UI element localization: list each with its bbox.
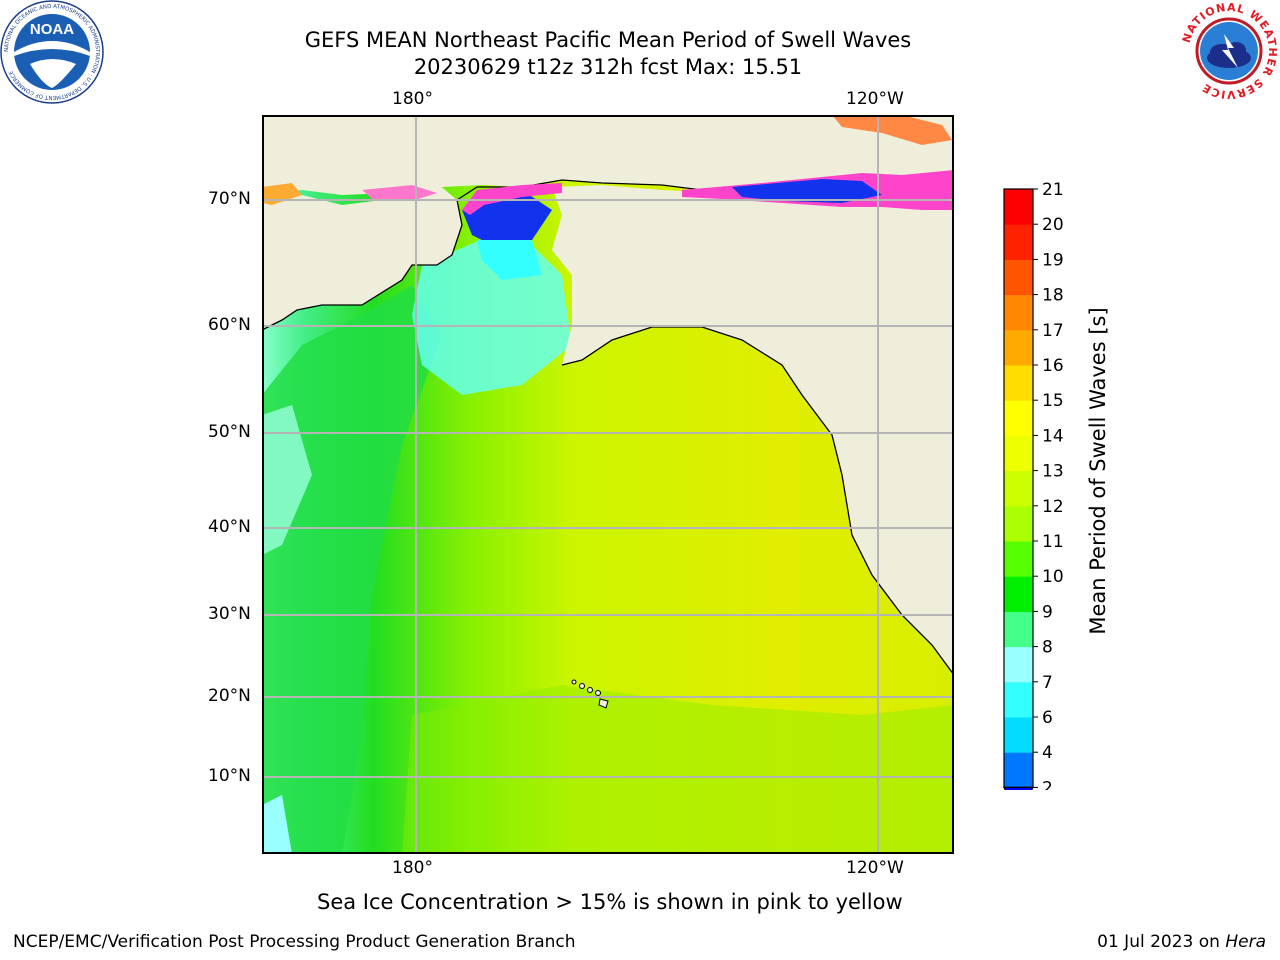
footer-host: Hera bbox=[1225, 932, 1266, 952]
coastline-siberia bbox=[262, 199, 463, 331]
land-siberia bbox=[262, 183, 462, 330]
lat-tick-30n: 30°N bbox=[208, 604, 251, 624]
colorbar-tick-label: 15 bbox=[1042, 391, 1064, 411]
colorbar-segment bbox=[1004, 752, 1033, 788]
colorbar-segment bbox=[1004, 365, 1033, 401]
colorbar-segment bbox=[1004, 646, 1033, 683]
noaa-logo: NOAA NATIONAL OCEANIC AND ATMOSPHERIC AD… bbox=[0, 0, 104, 104]
colorbar-tick-label: 6 bbox=[1042, 708, 1053, 728]
colorbar-segment bbox=[1004, 224, 1033, 260]
lat-tick-10n: 10°N bbox=[208, 766, 251, 786]
colorbar-tick-label: 16 bbox=[1042, 356, 1064, 376]
colorbar-tick-label: 7 bbox=[1042, 673, 1053, 693]
noaa-logo-text: NOAA bbox=[30, 21, 74, 38]
colorbar-tick-label: 13 bbox=[1042, 462, 1064, 482]
colorbar-segment bbox=[1004, 470, 1033, 507]
ocean-west-cyan bbox=[262, 405, 312, 555]
colorbar-tick-label: 20 bbox=[1042, 215, 1064, 235]
colorbar-tick-label: 19 bbox=[1042, 250, 1064, 270]
lon-tick-top-180: 180° bbox=[392, 89, 433, 109]
footer-left: NCEP/EMC/Verification Post Processing Pr… bbox=[13, 932, 576, 952]
lat-tick-60n: 60°N bbox=[208, 315, 251, 335]
sea-ice-siberia bbox=[362, 185, 437, 201]
chart-title: GEFS MEAN Northeast Pacific Mean Period … bbox=[304, 28, 912, 52]
colorbar-segment bbox=[1004, 681, 1033, 718]
lat-tick-70n: 70°N bbox=[208, 189, 251, 209]
colorbar-segment bbox=[1004, 576, 1033, 612]
colorbar-segment bbox=[1004, 259, 1033, 296]
colorbar-tick-label: 14 bbox=[1042, 426, 1064, 446]
colorbar-tick-label: 18 bbox=[1042, 286, 1064, 306]
colorbar-border bbox=[1003, 188, 1034, 789]
colorbar-segment bbox=[1004, 189, 1033, 225]
map-panel bbox=[262, 115, 954, 854]
colorbar-tick-label: 8 bbox=[1042, 638, 1053, 658]
sea-ice-caption: Sea Ice Concentration > 15% is shown in … bbox=[317, 890, 903, 914]
colorbar-label: Mean Period of Swell Waves [s] bbox=[1086, 307, 1110, 635]
sea-ice-beaufort-blue bbox=[732, 179, 882, 203]
ocean-south-band bbox=[402, 685, 954, 854]
lon-tick-bottom-120w: 120°W bbox=[846, 858, 904, 878]
colorbar: 2 4 6 7 8 9 10 11 12 13 14 15 16 17 18 19 20 21 bbox=[990, 180, 1130, 817]
colorbar-tick-label: 2 bbox=[1042, 778, 1053, 790]
ocean-west-band bbox=[262, 285, 442, 854]
colorbar-tick-label: 21 bbox=[1042, 180, 1064, 200]
colorbar-tick-label: 10 bbox=[1042, 567, 1064, 587]
colorbar-segment bbox=[1004, 329, 1033, 366]
colorbar-tick-label: 17 bbox=[1042, 321, 1064, 341]
map-border bbox=[262, 115, 954, 854]
lon-tick-bottom-180: 180° bbox=[392, 858, 433, 878]
footer-date: 01 Jul 2023 on bbox=[1097, 932, 1226, 952]
colorbar-segment bbox=[1004, 294, 1033, 331]
map-gridlines bbox=[262, 115, 954, 854]
colorbar-tick-label: 11 bbox=[1042, 532, 1064, 552]
footer-right: 01 Jul 2023 on Hera bbox=[1097, 932, 1266, 952]
hawaii-islands bbox=[571, 679, 609, 709]
chukchi-sea-cyan bbox=[477, 240, 542, 280]
colorbar-segment bbox=[1004, 435, 1033, 472]
colorbar-segment bbox=[1004, 541, 1033, 577]
lat-tick-50n: 50°N bbox=[208, 422, 251, 442]
coastline-alaska bbox=[561, 326, 954, 676]
colorbar-segment bbox=[1004, 611, 1033, 648]
lat-tick-40n: 40°N bbox=[208, 517, 251, 537]
sea-ice-top bbox=[832, 115, 952, 145]
colorbar-tick-label: 9 bbox=[1042, 602, 1053, 622]
lon-tick-top-120w: 120°W bbox=[846, 89, 904, 109]
lat-tick-20n: 20°N bbox=[208, 686, 251, 706]
colorbar-segment bbox=[1004, 717, 1033, 753]
colorbar-segment bbox=[1004, 505, 1033, 542]
colorbar-tick-label: 4 bbox=[1042, 743, 1053, 763]
chart-subtitle: 20230629 t12z 312h fcst Max: 15.51 bbox=[413, 55, 803, 79]
land-alaska bbox=[552, 185, 954, 675]
nws-logo: NATIONAL WEATHER SERVICE bbox=[1178, 0, 1280, 102]
colorbar-tick-label: 12 bbox=[1042, 497, 1064, 517]
ocean-southwest-cyan bbox=[262, 795, 292, 854]
land-arctic-top bbox=[262, 115, 954, 200]
colorbar-segment bbox=[1004, 400, 1033, 436]
